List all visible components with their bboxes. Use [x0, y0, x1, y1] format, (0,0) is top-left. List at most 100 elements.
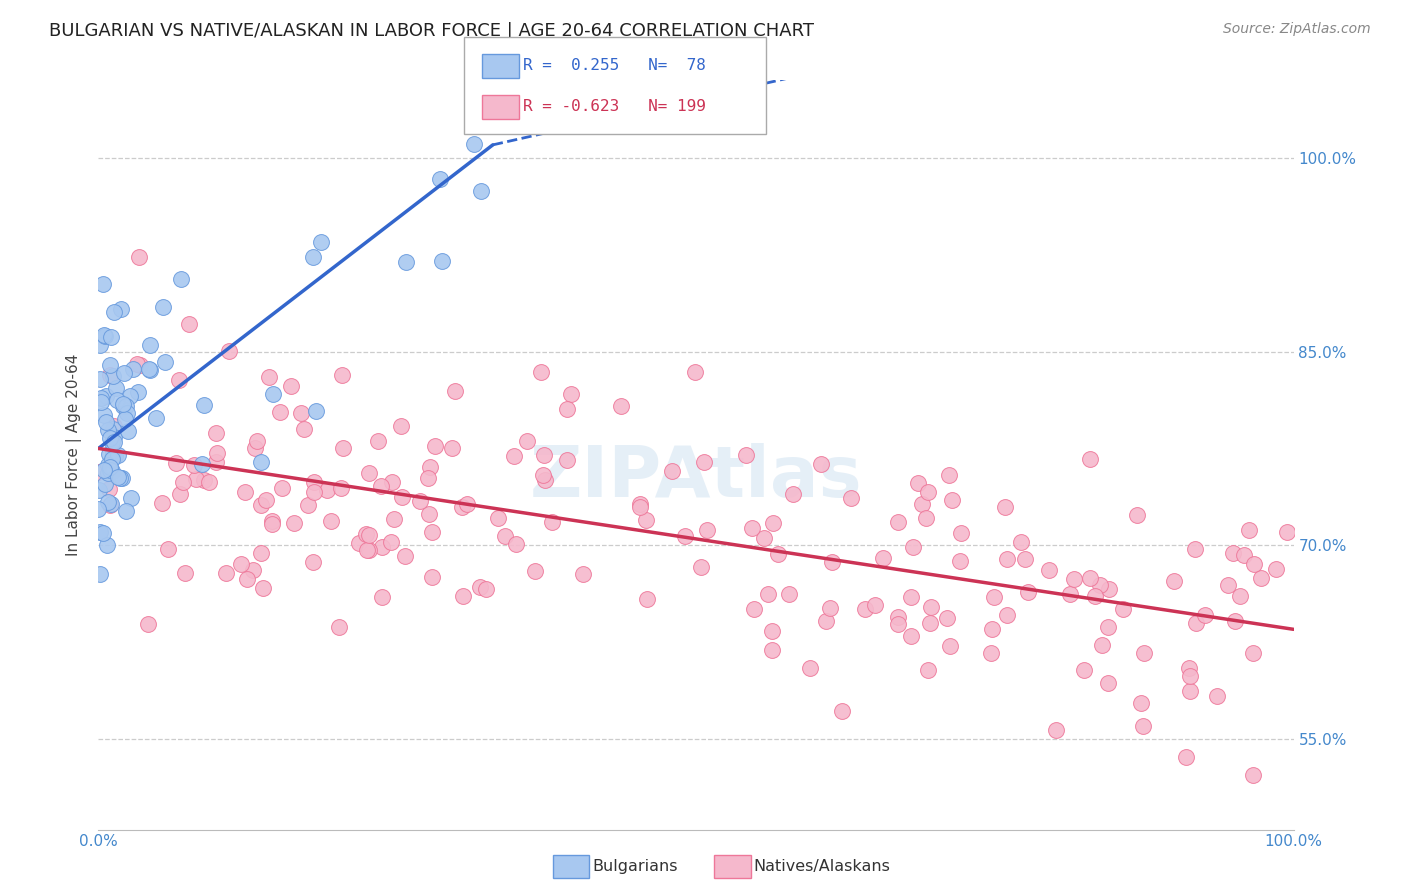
Point	[94, 476, 117, 491]
Point	[138, 616, 160, 631]
Point	[907, 476, 929, 491]
Point	[117, 424, 139, 438]
Point	[100, 451, 122, 466]
Point	[328, 620, 350, 634]
Point	[463, 137, 485, 152]
Point	[531, 467, 554, 482]
Point	[1078, 451, 1101, 466]
Point	[505, 537, 527, 551]
Point	[634, 513, 657, 527]
Point	[853, 602, 876, 616]
Point	[218, 344, 240, 359]
Point	[157, 541, 180, 556]
Point	[262, 386, 284, 401]
Point	[302, 555, 325, 569]
Point	[661, 464, 683, 478]
Point	[89, 372, 111, 386]
Point	[139, 363, 162, 377]
Point	[111, 471, 134, 485]
Point	[302, 250, 325, 264]
Point	[302, 485, 325, 500]
Point	[111, 399, 134, 413]
Point	[359, 466, 381, 480]
Point	[761, 624, 783, 638]
Point	[1073, 664, 1095, 678]
Point	[560, 387, 582, 401]
Point	[900, 590, 922, 604]
Point	[1098, 582, 1121, 596]
Point	[1250, 571, 1272, 585]
Point	[1233, 549, 1256, 563]
Point	[114, 411, 136, 425]
Text: Source: ZipAtlas.com: Source: ZipAtlas.com	[1223, 22, 1371, 37]
Point	[1126, 508, 1149, 522]
Point	[367, 434, 389, 448]
Point	[1184, 541, 1206, 556]
Point	[995, 552, 1018, 566]
Point	[741, 521, 763, 535]
Point	[903, 540, 925, 554]
Point	[734, 448, 756, 462]
Point	[1163, 574, 1185, 589]
Point	[451, 590, 474, 604]
Point	[98, 498, 121, 512]
Point	[169, 272, 191, 286]
Point	[1229, 590, 1251, 604]
Point	[887, 617, 910, 632]
Point	[636, 592, 658, 607]
Point	[530, 365, 553, 379]
Point	[101, 464, 124, 478]
Point	[693, 455, 716, 469]
Point	[555, 402, 578, 417]
Point	[87, 465, 110, 479]
Point	[100, 330, 122, 344]
Point	[103, 422, 125, 436]
Point	[138, 362, 160, 376]
Point	[936, 611, 959, 625]
Point	[120, 491, 142, 505]
Point	[610, 399, 633, 413]
Point	[356, 527, 378, 541]
Point	[302, 475, 325, 489]
Point	[983, 591, 1005, 605]
Point	[125, 357, 148, 371]
Point	[915, 511, 938, 525]
Point	[418, 507, 440, 521]
Point	[269, 405, 291, 419]
Point	[778, 587, 800, 601]
Point	[319, 514, 342, 528]
Point	[782, 487, 804, 501]
Point	[422, 570, 444, 584]
Point	[470, 184, 492, 198]
Point	[231, 557, 253, 571]
Point	[97, 467, 120, 481]
Point	[205, 425, 228, 440]
Point	[444, 384, 467, 398]
Point	[252, 582, 274, 596]
Point	[259, 370, 281, 384]
Point	[329, 481, 352, 495]
Point	[1097, 620, 1119, 634]
Point	[305, 404, 328, 418]
Point	[917, 485, 939, 500]
Point	[186, 472, 208, 486]
Point	[1275, 525, 1298, 540]
Point	[98, 368, 121, 382]
Point	[167, 373, 190, 387]
Point	[761, 642, 783, 657]
Point	[1038, 562, 1060, 576]
Point	[93, 277, 115, 291]
Point	[215, 566, 238, 580]
Point	[1241, 768, 1264, 782]
Point	[139, 338, 162, 352]
Point	[98, 431, 121, 445]
Point	[429, 172, 451, 186]
Point	[89, 524, 111, 539]
Point	[118, 389, 141, 403]
Point	[117, 406, 139, 420]
Point	[1011, 534, 1033, 549]
Point	[105, 392, 128, 407]
Point	[283, 516, 305, 531]
Point	[1014, 552, 1036, 566]
Point	[98, 358, 121, 372]
